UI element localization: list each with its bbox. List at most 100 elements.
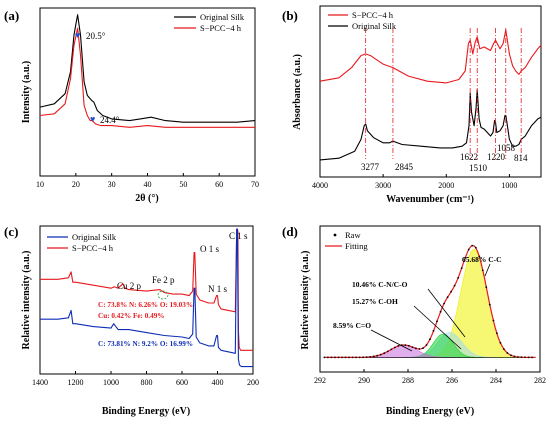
panel-d-xlabel: Binding Energy (eV) (386, 406, 474, 417)
raw-data-point (503, 348, 505, 350)
raw-data-point (376, 354, 379, 357)
raw-data-point (372, 355, 375, 358)
x-tick-label: 20 (72, 180, 80, 189)
panel-a-frame (39, 7, 256, 177)
legend-fitting: Fitting (345, 241, 368, 251)
raw-data-point (362, 356, 364, 359)
raw-data-point (436, 320, 438, 323)
pointer-co (370, 329, 413, 352)
panel-b-ylabel: Absorbance (a.u.) (292, 54, 303, 130)
raw-data-point (513, 355, 516, 358)
raw-data-point (425, 344, 428, 346)
peak-label-814: 814 (514, 153, 528, 163)
x-tick-label: 286 (446, 376, 458, 385)
raw-data-point (488, 303, 491, 306)
peak-label-n1s: N 1 s (208, 284, 227, 294)
raw-data-point (383, 352, 386, 355)
heart-icon: ♥ (75, 30, 80, 40)
panel-a-plot (39, 14, 256, 128)
raw-data-point (464, 257, 467, 259)
x-tick-label: 1000 (501, 181, 517, 190)
panel-b-legend: S−PCC−4 h Original Silk (328, 10, 397, 31)
raw-data-point (457, 276, 460, 279)
x-tick-label: 282 (534, 376, 546, 385)
x-tick-label: 290 (358, 376, 370, 385)
panel-d-plot (323, 244, 536, 359)
series-line-s-pcc-4-h (319, 29, 542, 84)
panel-a-label: (a) (4, 8, 19, 23)
raw-data-point (450, 290, 452, 293)
peak-label-fe2p: Fe 2 p (152, 275, 175, 285)
x-tick-label: 10 (36, 180, 44, 189)
panel-c: (c) 1400 1200 1000 800 600 400 200 Original Si… (4, 224, 259, 417)
panel-d-ylabel: Relative intensity (a.u.) (300, 251, 311, 350)
panel-a-ylabel: Intensity (a.u.) (21, 61, 32, 124)
panel-a-xlabel: 2θ (°) (135, 193, 158, 204)
composition-spcc-line2: Cu: 0.42% Fe: 0.49% (98, 312, 164, 320)
component-label-cc: 65.68% C-C (462, 255, 502, 264)
raw-data-point (485, 286, 488, 289)
panel-d-frame (319, 225, 541, 373)
raw-data-point (355, 356, 357, 359)
peak-label-1622: 1622 (460, 152, 478, 162)
raw-data-point (415, 347, 417, 350)
panel-b-plot (319, 28, 542, 161)
legend-spcc: S−PCC−4 h (200, 23, 242, 33)
x-tick-label: 4000 (312, 181, 328, 190)
panel-b-label: (b) (282, 8, 298, 23)
raw-data-point (351, 356, 354, 359)
x-tick-label: 70 (251, 180, 259, 189)
raw-data-point (369, 356, 372, 358)
legend-original-silk: Original Silk (72, 232, 117, 242)
legend-raw: Raw (345, 230, 361, 240)
x-tick-label: 288 (402, 376, 414, 385)
x-tick-label: 2000 (438, 181, 454, 190)
legend-marker-raw (333, 233, 337, 237)
panel-c-legend: Original Silk S−PCC−4 h (47, 232, 117, 253)
panel-d-legend: Raw Fitting (325, 230, 368, 251)
panel-b-frame (319, 5, 542, 178)
peak-label-2845: 2845 (395, 162, 414, 172)
raw-data-point (330, 356, 333, 359)
raw-data-point (386, 350, 389, 353)
raw-data-point (429, 338, 431, 341)
raw-data-point (517, 356, 519, 358)
raw-data-point (510, 354, 512, 357)
raw-data-point (481, 269, 484, 272)
raw-data-point (411, 346, 414, 348)
peak-label-1220: 1220 (487, 152, 506, 162)
x-tick-label: 1200 (68, 378, 84, 387)
peak-label-cu2p: Cu 2 p (117, 281, 142, 291)
pointer-cc (484, 263, 491, 277)
raw-data-point (348, 356, 350, 359)
panel-d-ticks: 292 290 288 286 284 282 (314, 369, 546, 385)
panel-d-label: (d) (282, 224, 298, 239)
raw-data-point (496, 332, 498, 335)
raw-data-point (453, 284, 456, 287)
raw-data-point (323, 356, 326, 359)
raw-data-point (520, 356, 523, 359)
raw-data-point (467, 248, 470, 251)
panel-b-xlabel: Wavenumber (cm⁻¹) (386, 194, 474, 205)
raw-data-point (341, 356, 343, 359)
panel-c-ylabel: Relative intensity (a.u.) (21, 251, 32, 350)
peak-label-1510: 1510 (469, 163, 488, 173)
series-line-original-silk (39, 14, 256, 123)
raw-data-point (460, 267, 463, 269)
series-line-s-pcc-4-h (39, 27, 255, 128)
raw-data-point (337, 356, 340, 359)
x-tick-label: 284 (490, 376, 502, 385)
raw-data-point (531, 356, 533, 359)
panel-c-xlabel: Binding Energy (eV) (102, 406, 190, 417)
panel-b-ticks: 4000 3000 2000 1000 (312, 174, 517, 190)
raw-data-point (471, 244, 474, 247)
raw-data-point (379, 353, 382, 356)
raw-data-point (397, 345, 400, 347)
x-tick-label: 1400 (32, 378, 48, 387)
panel-d: (d) 292 290 288 286 284 282 Raw Fitting 65.68… (282, 224, 546, 417)
raw-data-point (527, 356, 530, 359)
raw-data-point (408, 344, 410, 347)
component-label-cn-co: 10.46% C-N/C-O (352, 280, 408, 289)
legend-spcc: S−PCC−4 h (352, 10, 394, 20)
